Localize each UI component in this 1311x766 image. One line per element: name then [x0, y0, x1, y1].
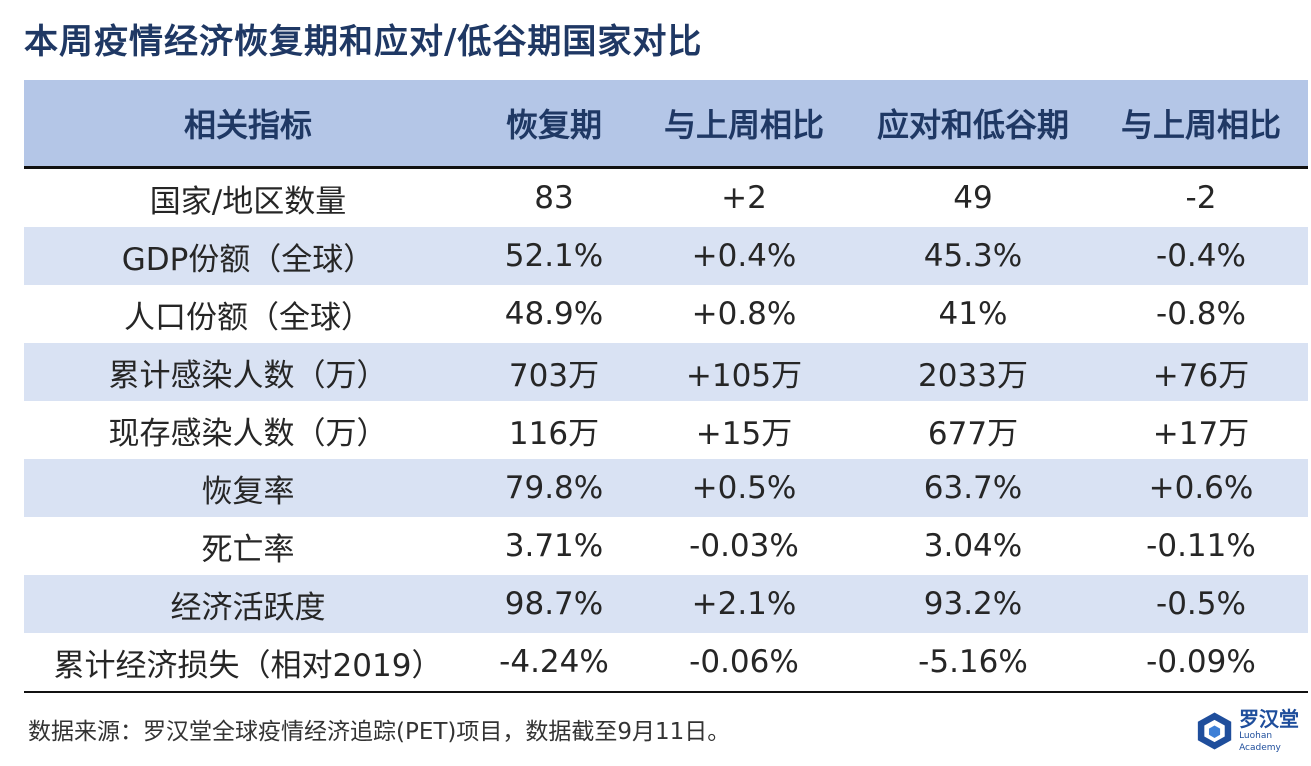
value-cell: 41%: [938, 296, 1008, 332]
indicator-cell: 恢复率: [24, 459, 472, 517]
value-cell: 3.71%: [504, 528, 604, 564]
logo-name: 罗汉堂: [1239, 707, 1300, 731]
indicator-cell: 国家/地区数量: [149, 183, 347, 220]
value-cell: 52.1%: [472, 227, 636, 285]
header-recovery: 恢复期: [472, 80, 636, 169]
value-cell: 98.7%: [472, 575, 636, 633]
brand-logo: 罗汉堂 Luohan Academy: [1196, 708, 1311, 754]
value-cell: 116万: [508, 415, 600, 452]
indicator-cell: 经济活跃度: [24, 575, 472, 633]
value-cell: 48.9%: [504, 296, 604, 332]
value-cell: +0.4%: [636, 227, 852, 285]
value-cell: +2.1%: [636, 575, 852, 633]
value-cell: 93.2%: [852, 575, 1094, 633]
luohan-logo-icon: [1197, 712, 1232, 750]
value-cell: -2: [1185, 180, 1217, 216]
value-cell: -0.4%: [1094, 227, 1308, 285]
value-cell: +0.5%: [636, 459, 852, 517]
table-row: 人口份额（全球） 48.9% +0.8% 41% -0.8%: [24, 285, 1308, 343]
value-cell: 49: [953, 180, 993, 216]
comparison-table: 相关指标 恢复期 与上周相比 应对和低谷期 与上周相比 国家/地区数量 83 +…: [24, 80, 1308, 693]
value-cell: -0.09%: [1094, 633, 1308, 693]
table-row: 恢复率 79.8% +0.5% 63.7% +0.6%: [24, 459, 1308, 517]
table-row: 累计感染人数（万） 703万 +105万 2033万 +76万: [24, 343, 1308, 401]
table-row: 经济活跃度 98.7% +2.1% 93.2% -0.5%: [24, 575, 1308, 633]
value-cell: -0.8%: [1156, 296, 1246, 332]
table-row: 累计经济损失（相对2019） -4.24% -0.06% -5.16% -0.0…: [24, 633, 1308, 693]
table-header-row: 相关指标 恢复期 与上周相比 应对和低谷期 与上周相比: [24, 80, 1308, 169]
value-cell: 63.7%: [852, 459, 1094, 517]
indicator-cell: 累计感染人数（万）: [24, 343, 472, 401]
value-cell: +0.6%: [1094, 459, 1308, 517]
value-cell: 79.8%: [472, 459, 636, 517]
value-cell: -0.06%: [636, 633, 852, 693]
header-recovery-change: 与上周相比: [636, 80, 852, 169]
value-cell: +0.8%: [691, 296, 797, 332]
value-cell: -0.03%: [689, 528, 799, 564]
value-cell: -5.16%: [852, 633, 1094, 693]
indicator-cell: 现存感染人数（万）: [108, 415, 388, 452]
value-cell: -0.11%: [1146, 528, 1256, 564]
indicator-cell: GDP份额（全球）: [24, 227, 472, 285]
value-cell: 677万: [927, 415, 1019, 452]
header-response-change: 与上周相比: [1094, 80, 1308, 169]
source-note: 数据来源：罗汉堂全球疫情经济追踪(PET)项目，数据截至9月11日。: [28, 719, 731, 745]
value-cell: +17万: [1152, 415, 1250, 452]
page-title: 本周疫情经济恢复期和应对/低谷期国家对比: [24, 22, 703, 62]
value-cell: +15万: [695, 415, 793, 452]
value-cell: 83: [534, 180, 574, 216]
table-row: 现存感染人数（万） 116万 +15万 677万 +17万: [24, 401, 1308, 459]
table-row: 死亡率 3.71% -0.03% 3.04% -0.11%: [24, 517, 1308, 575]
value-cell: 703万: [472, 343, 636, 401]
table-row: 国家/地区数量 83 +2 49 -2: [24, 168, 1308, 228]
value-cell: 45.3%: [852, 227, 1094, 285]
header-response-trough: 应对和低谷期: [852, 80, 1094, 169]
header-indicator: 相关指标: [24, 80, 472, 169]
indicator-cell: 人口份额（全球）: [124, 299, 372, 336]
value-cell: +76万: [1094, 343, 1308, 401]
value-cell: -0.5%: [1094, 575, 1308, 633]
indicator-cell: 累计经济损失（相对2019）: [24, 633, 472, 693]
value-cell: 2033万: [852, 343, 1094, 401]
value-cell: +2: [721, 180, 767, 216]
indicator-cell: 死亡率: [201, 531, 295, 568]
value-cell: +105万: [636, 343, 852, 401]
logo-subtitle: Luohan Academy: [1239, 731, 1281, 753]
value-cell: 3.04%: [923, 528, 1023, 564]
table-row: GDP份额（全球） 52.1% +0.4% 45.3% -0.4%: [24, 227, 1308, 285]
value-cell: -4.24%: [472, 633, 636, 693]
